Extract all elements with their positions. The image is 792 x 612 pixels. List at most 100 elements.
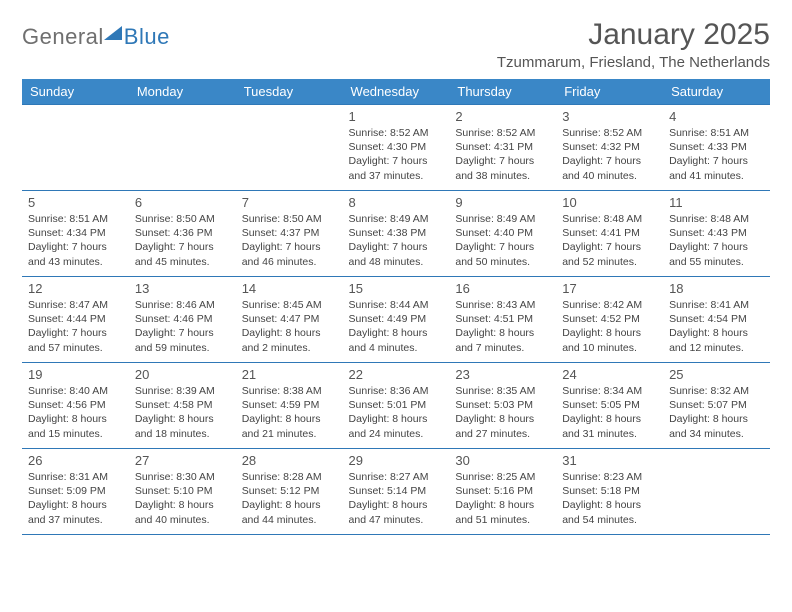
day-detail: Sunrise: 8:32 AMSunset: 5:07 PMDaylight:… [669, 384, 764, 441]
weekday-header: Wednesday [343, 79, 450, 105]
calendar-day-cell: 18 Sunrise: 8:41 AMSunset: 4:54 PMDayligh… [663, 277, 770, 363]
day-number: 10 [562, 195, 657, 210]
day-detail: Sunrise: 8:34 AMSunset: 5:05 PMDaylight:… [562, 384, 657, 441]
calendar-day-cell: 7Sunrise: 8:50 AMSunset: 4:37 PMDaylight… [236, 191, 343, 277]
calendar-day-cell: 9 Sunrise: 8:49 AMSunset: 4:40 PMDaylight… [449, 191, 556, 277]
calendar-table: SundayMondayTuesdayWednesdayThursdayFrid… [22, 79, 770, 535]
calendar-day-cell: 19 Sunrise: 8:40 AMSunset: 4:56 PMDayligh… [22, 363, 129, 449]
day-number: 19 [28, 367, 123, 382]
calendar-day-cell: 1Sunrise: 8:52 AMSunset: 4:30 PMDaylight… [343, 105, 450, 191]
calendar-header-row: SundayMondayTuesdayWednesdayThursdayFrid… [22, 79, 770, 105]
calendar-day-cell: 13 Sunrise: 8:46 AMSunset: 4:46 PMDayligh… [129, 277, 236, 363]
calendar-day-cell: 6 Sunrise: 8:50 AMSunset: 4:36 PMDaylight… [129, 191, 236, 277]
day-number: 13 [135, 281, 230, 296]
day-number: 11 [669, 195, 764, 210]
calendar-empty-cell [129, 105, 236, 191]
day-number: 2 [455, 109, 550, 124]
day-detail: Sunrise: 8:50 AMSunset: 4:36 PMDaylight:… [135, 212, 230, 269]
day-detail: Sunrise: 8:42 AMSunset: 4:52 PMDaylight:… [562, 298, 657, 355]
day-detail: Sunrise: 8:25 AMSunset: 5:16 PMDaylight:… [455, 470, 550, 527]
calendar-day-cell: 12Sunrise: 8:47 AMSunset: 4:44 PMDayligh… [22, 277, 129, 363]
day-number: 16 [455, 281, 550, 296]
day-detail: Sunrise: 8:39 AMSunset: 4:58 PMDaylight:… [135, 384, 230, 441]
day-number: 26 [28, 453, 123, 468]
calendar-empty-cell [663, 449, 770, 535]
calendar-day-cell: 2 Sunrise: 8:52 AMSunset: 4:31 PMDaylight… [449, 105, 556, 191]
weekday-header: Saturday [663, 79, 770, 105]
day-detail: Sunrise: 8:46 AMSunset: 4:46 PMDaylight:… [135, 298, 230, 355]
day-number: 24 [562, 367, 657, 382]
day-detail: Sunrise: 8:43 AMSunset: 4:51 PMDaylight:… [455, 298, 550, 355]
calendar-day-cell: 14Sunrise: 8:45 AMSunset: 4:47 PMDayligh… [236, 277, 343, 363]
calendar-day-cell: 16 Sunrise: 8:43 AMSunset: 4:51 PMDayligh… [449, 277, 556, 363]
day-number: 7 [242, 195, 337, 210]
weekday-header: Friday [556, 79, 663, 105]
header: General Blue January 2025 Tzummarum, Fri… [22, 18, 770, 71]
day-number: 3 [562, 109, 657, 124]
title-block: January 2025 Tzummarum, Friesland, The N… [497, 18, 770, 71]
day-number: 23 [455, 367, 550, 382]
weekday-header: Thursday [449, 79, 556, 105]
calendar-day-cell: 3Sunrise: 8:52 AMSunset: 4:32 PMDaylight… [556, 105, 663, 191]
calendar-day-cell: 28 Sunrise: 8:28 AMSunset: 5:12 PMDayligh… [236, 449, 343, 535]
calendar-day-cell: 8 Sunrise: 8:49 AMSunset: 4:38 PMDaylight… [343, 191, 450, 277]
calendar-empty-cell [236, 105, 343, 191]
day-detail: Sunrise: 8:48 AMSunset: 4:43 PMDaylight:… [669, 212, 764, 269]
calendar-week-row: 1Sunrise: 8:52 AMSunset: 4:30 PMDaylight… [22, 105, 770, 191]
calendar-page: General Blue January 2025 Tzummarum, Fri… [0, 0, 792, 547]
day-number: 21 [242, 367, 337, 382]
calendar-day-cell: 23 Sunrise: 8:35 AMSunset: 5:03 PMDayligh… [449, 363, 556, 449]
day-number: 5 [28, 195, 123, 210]
calendar-week-row: 19 Sunrise: 8:40 AMSunset: 4:56 PMDayligh… [22, 363, 770, 449]
calendar-week-row: 12Sunrise: 8:47 AMSunset: 4:44 PMDayligh… [22, 277, 770, 363]
calendar-day-cell: 31 Sunrise: 8:23 AMSunset: 5:18 PMDayligh… [556, 449, 663, 535]
logo-triangle-icon [104, 26, 122, 40]
day-detail: Sunrise: 8:51 AMSunset: 4:34 PMDaylight:… [28, 212, 123, 269]
calendar-day-cell: 27 Sunrise: 8:30 AMSunset: 5:10 PMDayligh… [129, 449, 236, 535]
day-number: 15 [349, 281, 444, 296]
calendar-day-cell: 30Sunrise: 8:25 AMSunset: 5:16 PMDayligh… [449, 449, 556, 535]
day-number: 28 [242, 453, 337, 468]
day-detail: Sunrise: 8:44 AMSunset: 4:49 PMDaylight:… [349, 298, 444, 355]
calendar-day-cell: 25 Sunrise: 8:32 AMSunset: 5:07 PMDayligh… [663, 363, 770, 449]
day-detail: Sunrise: 8:51 AMSunset: 4:33 PMDaylight:… [669, 126, 764, 183]
calendar-day-cell: 10 Sunrise: 8:48 AMSunset: 4:41 PMDayligh… [556, 191, 663, 277]
day-detail: Sunrise: 8:36 AMSunset: 5:01 PMDaylight:… [349, 384, 444, 441]
day-number: 18 [669, 281, 764, 296]
calendar-day-cell: 24 Sunrise: 8:34 AMSunset: 5:05 PMDayligh… [556, 363, 663, 449]
logo-text-general: General [22, 24, 104, 50]
day-detail: Sunrise: 8:49 AMSunset: 4:38 PMDaylight:… [349, 212, 444, 269]
day-number: 8 [349, 195, 444, 210]
weekday-header: Monday [129, 79, 236, 105]
calendar-body: 1Sunrise: 8:52 AMSunset: 4:30 PMDaylight… [22, 105, 770, 535]
day-number: 4 [669, 109, 764, 124]
location: Tzummarum, Friesland, The Netherlands [497, 54, 770, 71]
day-number: 27 [135, 453, 230, 468]
day-detail: Sunrise: 8:40 AMSunset: 4:56 PMDaylight:… [28, 384, 123, 441]
logo: General Blue [22, 18, 170, 50]
day-number: 9 [455, 195, 550, 210]
calendar-week-row: 26 Sunrise: 8:31 AMSunset: 5:09 PMDayligh… [22, 449, 770, 535]
calendar-day-cell: 11 Sunrise: 8:48 AMSunset: 4:43 PMDayligh… [663, 191, 770, 277]
day-detail: Sunrise: 8:28 AMSunset: 5:12 PMDaylight:… [242, 470, 337, 527]
day-number: 20 [135, 367, 230, 382]
day-detail: Sunrise: 8:31 AMSunset: 5:09 PMDaylight:… [28, 470, 123, 527]
month-title: January 2025 [497, 18, 770, 52]
day-detail: Sunrise: 8:41 AMSunset: 4:54 PMDaylight:… [669, 298, 764, 355]
day-number: 25 [669, 367, 764, 382]
calendar-week-row: 5 Sunrise: 8:51 AMSunset: 4:34 PMDaylight… [22, 191, 770, 277]
day-detail: Sunrise: 8:48 AMSunset: 4:41 PMDaylight:… [562, 212, 657, 269]
day-number: 6 [135, 195, 230, 210]
calendar-day-cell: 22 Sunrise: 8:36 AMSunset: 5:01 PMDayligh… [343, 363, 450, 449]
day-number: 22 [349, 367, 444, 382]
day-number: 12 [28, 281, 123, 296]
day-detail: Sunrise: 8:23 AMSunset: 5:18 PMDaylight:… [562, 470, 657, 527]
day-number: 14 [242, 281, 337, 296]
day-number: 1 [349, 109, 444, 124]
day-detail: Sunrise: 8:52 AMSunset: 4:31 PMDaylight:… [455, 126, 550, 183]
day-number: 29 [349, 453, 444, 468]
day-number: 31 [562, 453, 657, 468]
day-detail: Sunrise: 8:35 AMSunset: 5:03 PMDaylight:… [455, 384, 550, 441]
day-detail: Sunrise: 8:49 AMSunset: 4:40 PMDaylight:… [455, 212, 550, 269]
day-detail: Sunrise: 8:30 AMSunset: 5:10 PMDaylight:… [135, 470, 230, 527]
